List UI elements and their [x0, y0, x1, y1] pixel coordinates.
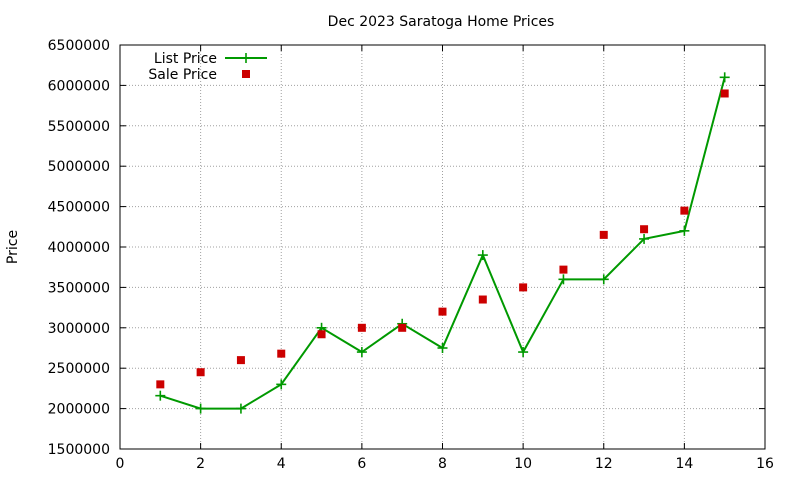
x-tick-label: 0 [116, 456, 125, 472]
x-tick-label: 2 [196, 456, 205, 472]
sale-price-point [156, 380, 165, 389]
list-price-point [356, 347, 367, 358]
grid [120, 45, 765, 449]
sale-price-point [680, 206, 689, 215]
y-tick-label: 5000000 [48, 159, 110, 175]
y-tick-label: 3000000 [48, 321, 110, 337]
y-tick-label: 6000000 [48, 78, 110, 94]
list-price-point [276, 379, 287, 390]
list-price-point [518, 347, 529, 358]
chart-title: Dec 2023 Saratoga Home Prices [328, 14, 555, 30]
y-tick-label: 4000000 [48, 240, 110, 256]
sale-price-point [559, 265, 568, 274]
x-tick-label: 12 [595, 456, 613, 472]
sale-price-point [599, 230, 608, 239]
sale-price-point [317, 330, 326, 339]
y-tick-label: 1500000 [48, 442, 110, 458]
x-tick-label: 10 [514, 456, 532, 472]
list-price-point [477, 250, 488, 261]
x-tick-label: 14 [675, 456, 693, 472]
list-price-point [195, 403, 206, 414]
legend-label: Sale Price [148, 67, 217, 83]
y-axis-label: Price [5, 230, 21, 264]
sale-price-point [478, 295, 487, 304]
y-tick-label: 4500000 [48, 200, 110, 216]
list-price-point [598, 274, 609, 285]
list-price-point [639, 233, 650, 244]
list-price-point [679, 225, 690, 236]
y-tick-label: 5500000 [48, 119, 110, 135]
legend-swatch-marker [242, 70, 250, 78]
sale-price-point [277, 349, 286, 358]
sale-price-point [720, 89, 729, 98]
sale-price-point [519, 283, 528, 292]
legend-swatch-marker [241, 53, 251, 63]
list-price-point [235, 403, 246, 414]
x-tick-label: 6 [357, 456, 366, 472]
legend-label: List Price [154, 51, 217, 67]
sale-price-point [357, 323, 366, 332]
list-price-point [155, 390, 166, 401]
x-tick-label: 16 [756, 456, 774, 472]
y-tick-label: 2500000 [48, 361, 110, 377]
series [155, 72, 730, 414]
sale-price-point [196, 368, 205, 377]
list-price-point [719, 72, 730, 83]
y-tick-label: 3500000 [48, 280, 110, 296]
sale-price-point [236, 356, 245, 365]
x-tick-label: 4 [277, 456, 286, 472]
list-price-point [558, 274, 569, 285]
y-tick-label: 6500000 [48, 38, 110, 54]
list-price-line [160, 77, 726, 410]
sale-price-point [398, 323, 407, 332]
x-tick-label: 8 [438, 456, 447, 472]
y-tick-label: 2000000 [48, 402, 110, 418]
sale-price-point [640, 225, 649, 234]
list-price-point [437, 343, 448, 353]
sale-price-point [438, 307, 447, 316]
axis-ticks: 0 2 4 6 8 10 12 14 16 1500000 2000000 2500000 300000… [48, 38, 774, 472]
